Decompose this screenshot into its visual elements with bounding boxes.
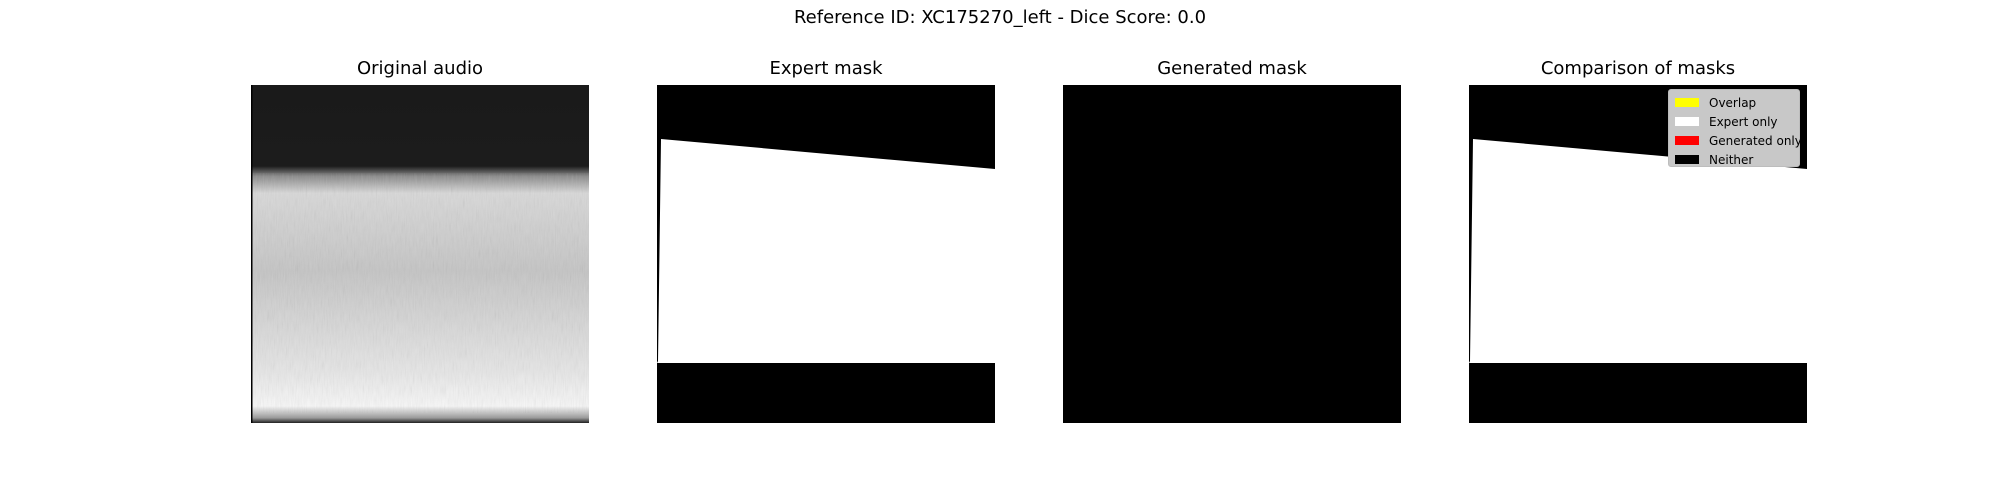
comparison-mask-image (1469, 85, 1807, 423)
legend-label-overlap: Overlap (1709, 95, 1757, 110)
generated-mask-image (1063, 85, 1401, 423)
comparison-legend: Overlap Expert only Generated only Neith… (1668, 89, 1802, 169)
legend-swatch-overlap (1675, 98, 1699, 107)
spectrogram-image (251, 85, 589, 423)
legend-label-generated-only: Generated only (1709, 133, 1802, 148)
generated-mask-title: Generated mask (1157, 58, 1307, 79)
legend-label-neither: Neither (1709, 152, 1754, 167)
expert-mask-title: Expert mask (769, 58, 883, 79)
generated-mask-background (1063, 85, 1401, 423)
legend-swatch-expert-only (1675, 117, 1699, 126)
expert-mask-image (657, 85, 995, 423)
original-audio-spectrogram (251, 85, 589, 423)
legend-item-neither: Neither (1675, 150, 1793, 169)
legend-label-expert-only: Expert only (1709, 114, 1778, 129)
comparison-title: Comparison of masks (1540, 58, 1736, 79)
comparison-expert-only-region (1469, 139, 1807, 363)
legend-item-generated-only: Generated only (1675, 131, 1802, 150)
legend-item-overlap: Overlap (1675, 93, 1793, 112)
expert-mask-region (657, 139, 995, 363)
legend-swatch-generated-only (1675, 136, 1699, 145)
legend-item-expert-only: Expert only (1675, 112, 1793, 131)
figure-title: Reference ID: XC175270_left - Dice Score… (793, 7, 1207, 28)
original-audio-title: Original audio (356, 58, 484, 79)
legend-swatch-neither (1675, 155, 1699, 164)
